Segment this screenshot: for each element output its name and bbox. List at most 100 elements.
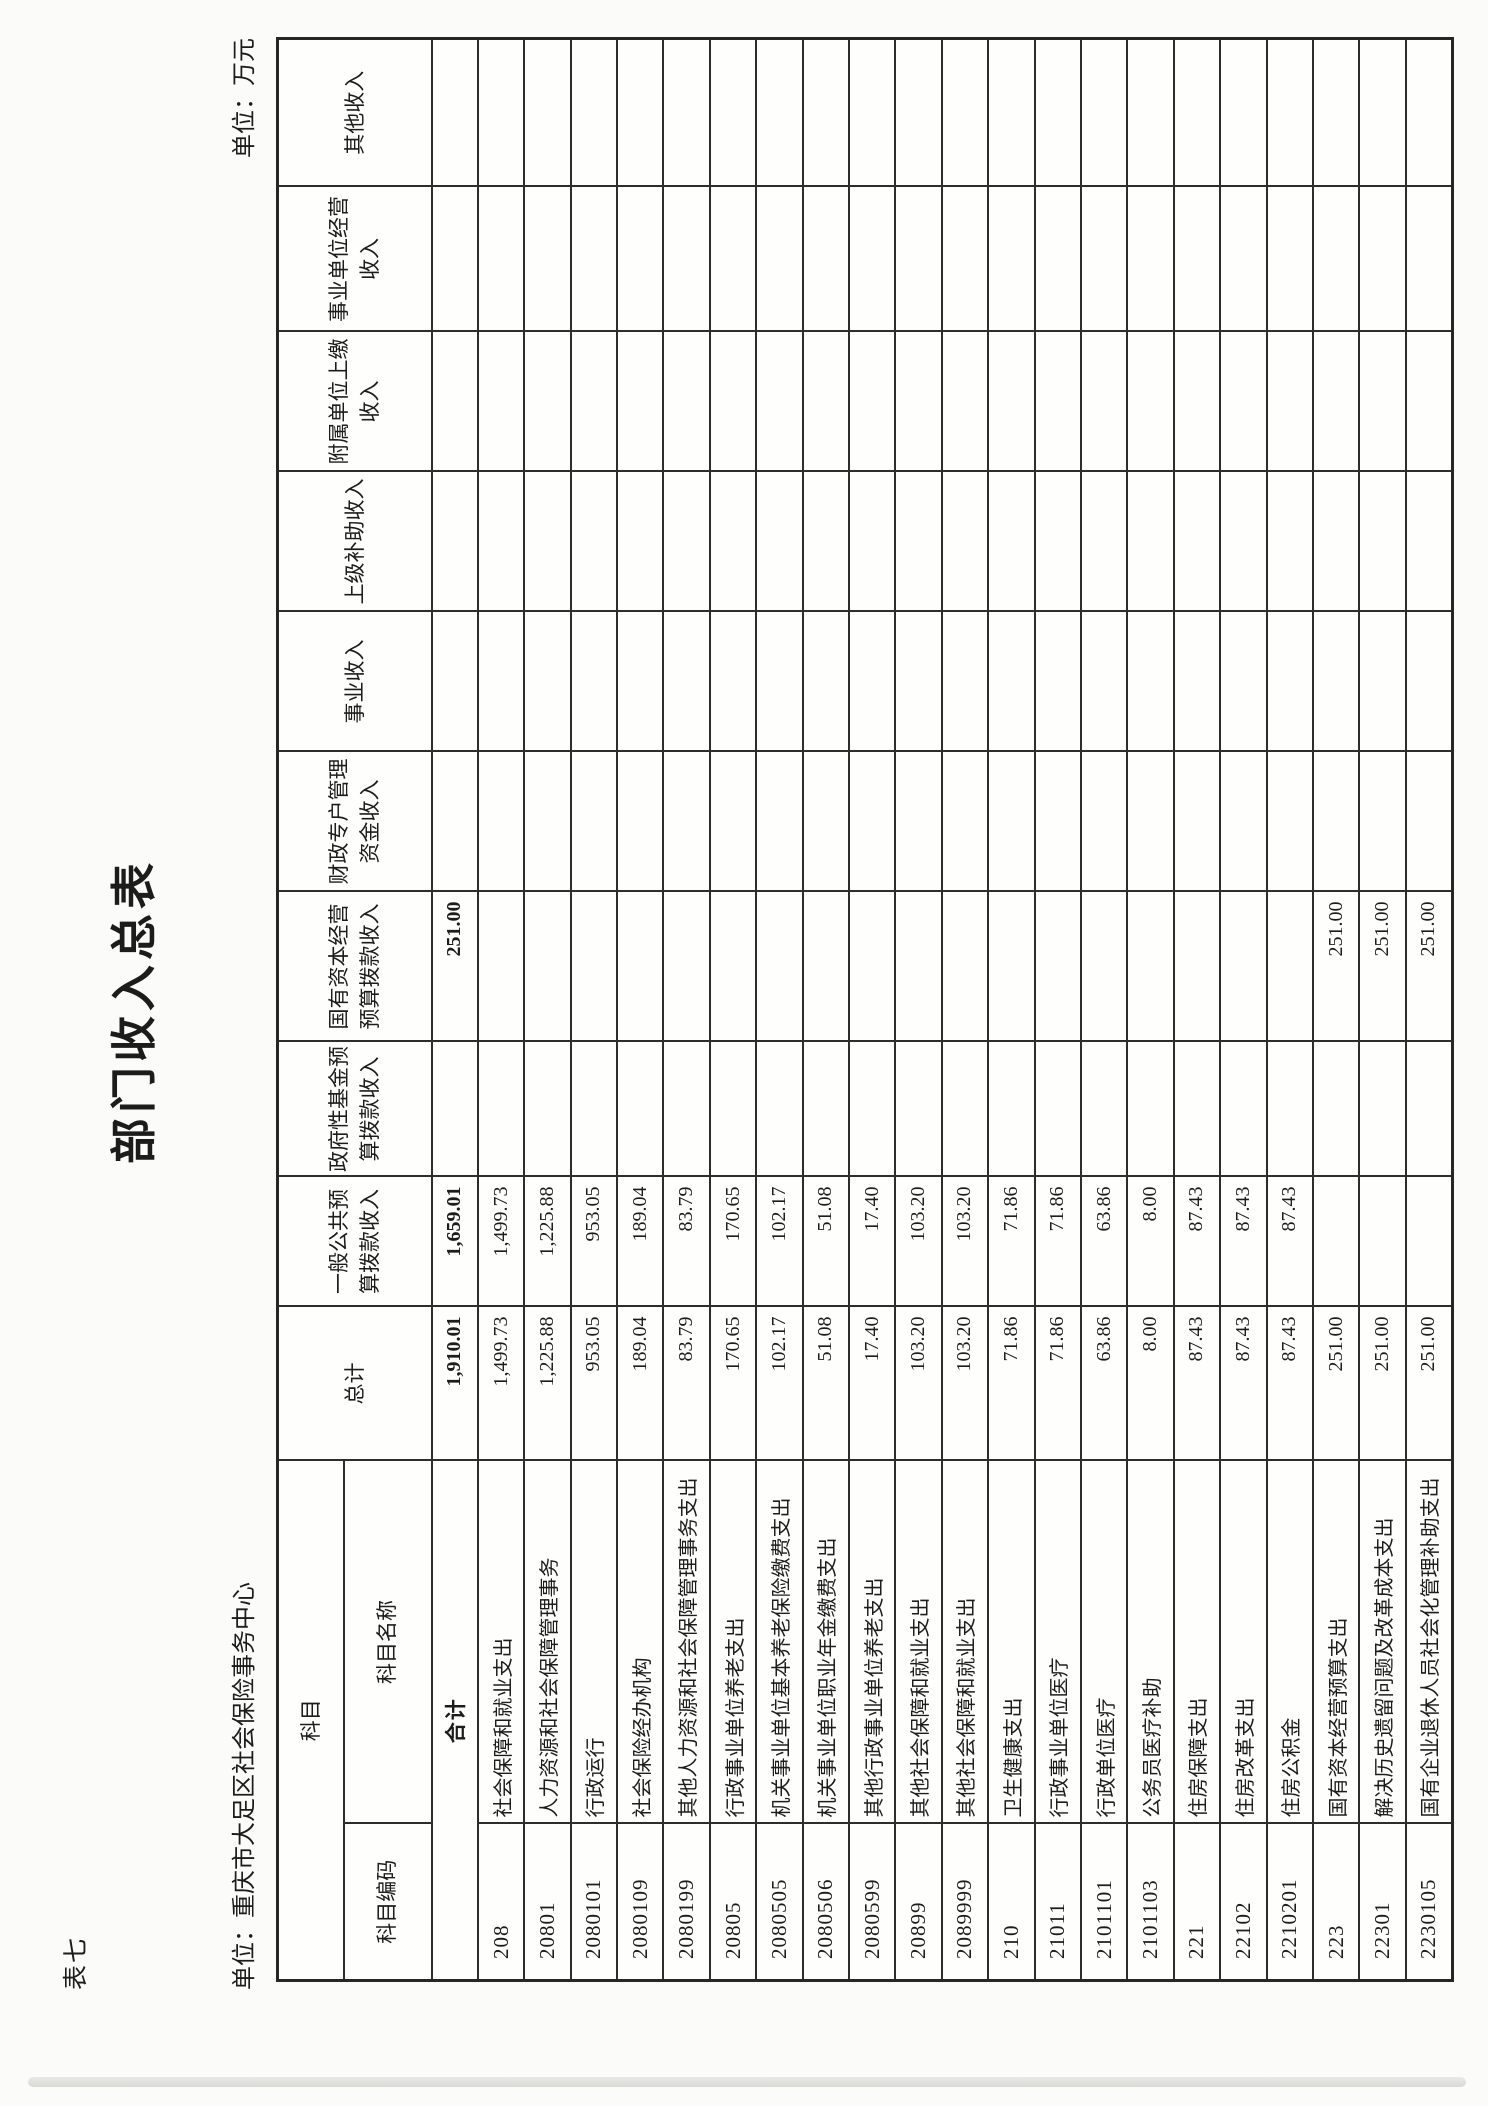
currency-unit-label: 单位：万元 [232, 38, 258, 158]
cell-value-3 [756, 891, 803, 1042]
cell-value-7 [663, 331, 710, 472]
header-income-col-6: 上级补助收入 [277, 471, 432, 612]
cell-value-0: 189.04 [617, 1306, 664, 1461]
cell-value-8 [1266, 186, 1313, 332]
cell-value-2 [1127, 1041, 1174, 1177]
header-income-col-9: 其他收入 [277, 38, 432, 187]
cell-value-2 [895, 1041, 942, 1177]
page-title: 部门收入总表 [109, 858, 160, 1164]
cell-value-9 [1359, 38, 1406, 187]
cell-value-9 [849, 38, 896, 187]
header-income-col-8: 事业单位经营 收入 [277, 186, 432, 332]
table-row-20899: 20899 其他社会保障和就业支出 103.20 103.20 [895, 38, 942, 1981]
cell-value-9 [895, 38, 942, 187]
cell-value-9 [1405, 38, 1453, 187]
cell-name: 机关事业单位基本养老保险缴费支出 [756, 1460, 803, 1824]
cell-name: 其他行政事业单位养老支出 [849, 1460, 896, 1824]
cell-value-2 [524, 1041, 571, 1177]
cell-value-0: 102.17 [756, 1306, 803, 1461]
table-row-221: 221 住房保障支出 87.43 87.43 [1173, 38, 1221, 1981]
cell-value-9 [802, 38, 850, 187]
cell-value-3 [802, 891, 850, 1042]
cell-value-2 [617, 1041, 664, 1177]
cell-code: 20801 [524, 1823, 571, 1981]
cell-value-8 [1359, 186, 1406, 332]
cell-value-1: 8.00 [1127, 1176, 1174, 1307]
cell-value-3 [1034, 891, 1081, 1042]
table-row-2101101: 2101101 行政单位医疗 63.86 63.86 [1080, 38, 1128, 1981]
cell-value-7 [1127, 331, 1174, 472]
header-income-col-5: 事业收入 [277, 611, 432, 752]
cell-code: 20805 [709, 1823, 757, 1981]
table-row-22102: 22102 住房改革支出 87.43 87.43 [1220, 38, 1267, 1981]
cell-code: 208 [477, 1823, 525, 1981]
cell-value-2 [431, 1041, 478, 1177]
cell-value-0: 251.00 [1405, 1306, 1453, 1461]
table-row-2101103: 2101103 公务员医疗补助 8.00 8.00 [1127, 38, 1174, 1981]
cell-name: 住房公积金 [1266, 1460, 1313, 1824]
header-income-col-0: 总计 [277, 1306, 432, 1461]
cell-value-0: 1,225.88 [524, 1306, 571, 1461]
cell-code: 2101101 [1080, 1823, 1128, 1981]
cell-value-9 [1266, 38, 1313, 187]
cell-name: 机关事业单位职业年金缴费支出 [802, 1460, 850, 1824]
cell-name: 行政单位医疗 [1080, 1460, 1128, 1824]
table-row-2080101: 2080101 行政运行 953.05 953.05 [570, 38, 618, 1981]
cell-value-1: 1,499.73 [477, 1176, 525, 1307]
cell-code: 2080199 [663, 1823, 710, 1981]
cell-value-2 [1405, 1041, 1453, 1177]
cell-value-9 [1034, 38, 1081, 187]
cell-value-3 [849, 891, 896, 1042]
cell-value-0: 87.43 [1173, 1306, 1221, 1461]
cell-value-1: 103.20 [895, 1176, 942, 1307]
cell-value-6 [1220, 471, 1267, 612]
cell-value-6 [895, 471, 942, 612]
cell-value-9 [1173, 38, 1221, 187]
header-income-col-4: 财政专户管理 资金收入 [277, 751, 432, 892]
cell-value-3 [663, 891, 710, 1042]
cell-value-4 [524, 751, 571, 892]
table-header: 科目 总计 一般公共预 算拨款收入 政府性基金预 算拨款收入 国有资本经营 预算拨款收… [277, 38, 432, 1981]
cell-value-6 [431, 471, 478, 612]
cell-value-5 [941, 611, 989, 752]
cell-value-6 [802, 471, 850, 612]
cell-value-2 [941, 1041, 989, 1177]
cell-value-6 [1266, 471, 1313, 612]
cell-value-4 [941, 751, 989, 892]
cell-value-8 [1173, 186, 1221, 332]
header-income-col-7: 附属单位上缴 收入 [277, 331, 432, 472]
cell-value-6 [1359, 471, 1406, 612]
cell-code: 21011 [1034, 1823, 1081, 1981]
table-row-21011: 21011 行政事业单位医疗 71.86 71.86 [1034, 38, 1081, 1981]
reporting-unit-label: 单位：重庆市大足区社会保险事务中心 [232, 1582, 258, 1990]
cell-value-5 [663, 611, 710, 752]
cell-value-5 [1080, 611, 1128, 752]
cell-value-0: 1,910.01 [431, 1306, 478, 1461]
cell-value-8 [709, 186, 757, 332]
cell-value-5 [1173, 611, 1221, 752]
cell-value-2 [1312, 1041, 1360, 1177]
cell-value-5 [570, 611, 618, 752]
cell-value-6 [756, 471, 803, 612]
cell-value-9 [431, 38, 478, 187]
cell-name: 其他社会保障和就业支出 [941, 1460, 989, 1824]
cell-value-8 [1220, 186, 1267, 332]
cell-value-7 [941, 331, 989, 472]
cell-value-3 [617, 891, 664, 1042]
cell-value-1: 83.79 [663, 1176, 710, 1307]
cell-value-8 [895, 186, 942, 332]
cell-value-3 [1127, 891, 1174, 1042]
cell-value-4 [1127, 751, 1174, 892]
cell-value-5 [756, 611, 803, 752]
cell-value-0: 17.40 [849, 1306, 896, 1461]
cell-name: 社会保险经办机构 [617, 1460, 664, 1824]
scanner-edge-shadow [28, 2077, 1466, 2087]
cell-value-5 [1127, 611, 1174, 752]
cell-value-2 [477, 1041, 525, 1177]
cell-value-7 [524, 331, 571, 472]
cell-value-0: 170.65 [709, 1306, 757, 1461]
table-row-total: 合计 1,910.01 1,659.01 251.00 [431, 38, 478, 1981]
cell-value-0: 71.86 [988, 1306, 1035, 1461]
cell-value-0: 51.08 [802, 1306, 850, 1461]
